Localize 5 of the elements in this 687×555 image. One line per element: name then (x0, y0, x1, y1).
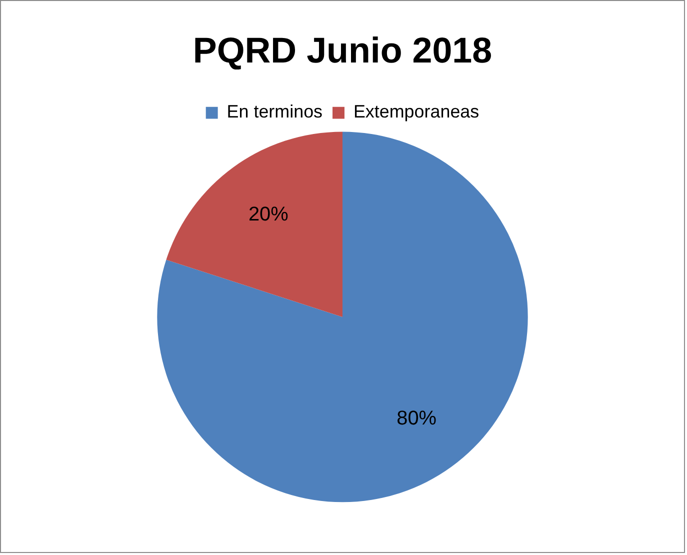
legend-label: En terminos (226, 102, 323, 122)
chart-title: PQRD Junio 2018 (192, 30, 492, 70)
data-label: 80% (396, 407, 437, 430)
legend-label: Extemporaneas (353, 102, 480, 122)
data-label: 20% (248, 204, 288, 226)
